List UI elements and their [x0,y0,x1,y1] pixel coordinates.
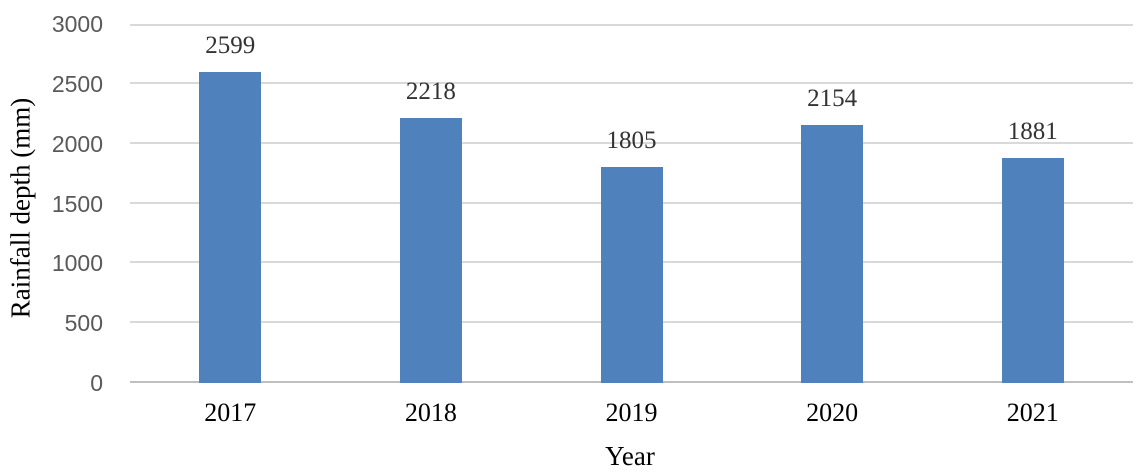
x-category-label: 2021 [1006,398,1059,427]
gridline [130,24,1133,26]
y-tick-label: 500 [64,310,103,337]
y-tick-label: 2500 [51,70,103,97]
x-category-label: 2020 [806,398,859,427]
x-category-label: 2018 [404,398,457,427]
y-tick-label: 3000 [51,11,103,37]
data-label: 1881 [1007,117,1058,145]
bar-2020 [801,125,864,383]
y-tick-label: 1500 [51,190,103,217]
x-category-label: 2017 [204,398,257,427]
x-axis-category-labels: 2017 2018 2019 2020 2021 [130,398,1133,432]
x-category-label: 2019 [605,398,658,427]
y-tick-label: 0 [90,370,103,396]
bar-2017 [199,72,262,383]
plot-area: 2599 2218 1805 2154 1881 [130,24,1133,383]
y-tick-label: 1000 [51,250,103,277]
gridline [130,81,1133,84]
x-axis-title: Year [605,441,655,471]
data-label: 2218 [405,77,456,105]
bar-2019 [600,167,663,383]
y-tick-label: 2000 [51,130,103,157]
data-label: 1805 [606,127,657,155]
bar-2021 [1001,157,1064,383]
gridline [130,141,1133,144]
bar-2018 [399,117,462,383]
data-label: 2599 [205,32,256,59]
data-label: 2154 [807,85,858,113]
